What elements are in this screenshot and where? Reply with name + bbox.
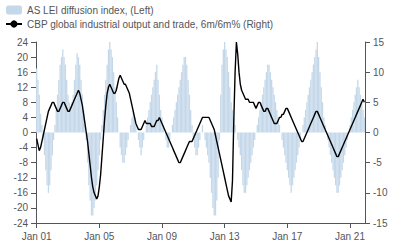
svg-text:AS LEI diffusion index, (Left): AS LEI diffusion index, (Left) bbox=[27, 5, 154, 16]
svg-text:24: 24 bbox=[17, 37, 29, 48]
svg-text:12: 12 bbox=[17, 82, 29, 93]
svg-text:-4: -4 bbox=[19, 142, 28, 153]
svg-text:Jan 17: Jan 17 bbox=[272, 231, 302, 242]
svg-text:-10: -10 bbox=[373, 187, 388, 198]
svg-text:Jan 13: Jan 13 bbox=[210, 231, 240, 242]
svg-text:0: 0 bbox=[22, 127, 28, 138]
svg-text:16: 16 bbox=[17, 67, 29, 78]
svg-text:-20: -20 bbox=[14, 202, 29, 213]
svg-text:4: 4 bbox=[22, 112, 28, 123]
svg-text:-8: -8 bbox=[19, 157, 28, 168]
svg-text:10: 10 bbox=[373, 67, 385, 78]
svg-text:Jan 01: Jan 01 bbox=[22, 231, 52, 242]
svg-text:-24: -24 bbox=[14, 218, 29, 229]
svg-text:5: 5 bbox=[373, 97, 379, 108]
svg-text:8: 8 bbox=[22, 97, 28, 108]
svg-text:CBP global industrial output a: CBP global industrial output and trade, … bbox=[27, 19, 273, 30]
svg-text:15: 15 bbox=[373, 37, 385, 48]
svg-text:-16: -16 bbox=[14, 187, 29, 198]
svg-text:0: 0 bbox=[373, 127, 379, 138]
svg-text:-12: -12 bbox=[14, 172, 29, 183]
svg-text:20: 20 bbox=[17, 52, 29, 63]
svg-text:-5: -5 bbox=[373, 157, 382, 168]
svg-text:Jan 05: Jan 05 bbox=[84, 231, 114, 242]
svg-text:Jan 21: Jan 21 bbox=[335, 231, 365, 242]
svg-text:Jan 09: Jan 09 bbox=[147, 231, 177, 242]
svg-text:-15: -15 bbox=[373, 218, 388, 229]
